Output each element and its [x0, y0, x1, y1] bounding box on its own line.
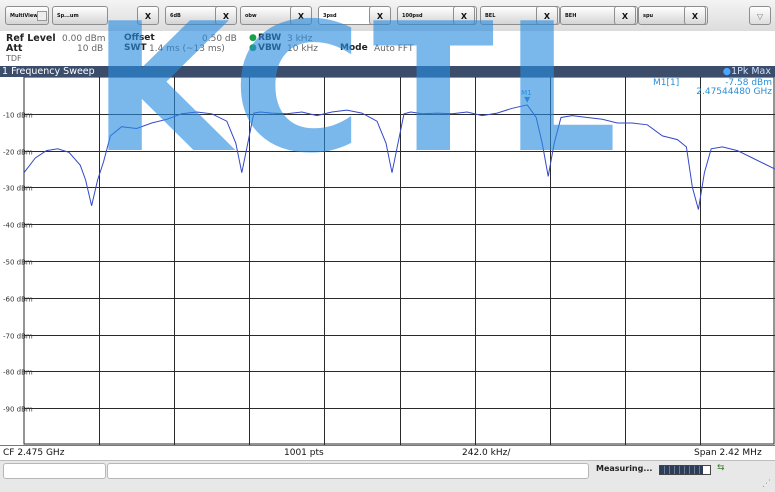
tdf-label: TDF: [6, 54, 22, 63]
tab-label: 100psd: [402, 13, 423, 19]
marker-label: M1: [521, 89, 532, 97]
rbw-value: 3 kHz: [287, 34, 313, 44]
ref-level-label: Ref Level: [6, 33, 56, 44]
measuring-status: Measuring...: [596, 464, 653, 473]
y-tick-label: -10 dBm: [3, 112, 33, 120]
tab-label: BEL: [485, 13, 496, 19]
swt-label: SWT: [124, 43, 147, 53]
plot-frame: [23, 76, 775, 445]
y-tick-label: -70 dBm: [3, 333, 33, 341]
sweep-progress-bar: [659, 465, 711, 475]
y-tick-label: -80 dBm: [3, 369, 33, 377]
tab-close-button[interactable]: X: [614, 6, 636, 25]
tab-close-button[interactable]: X: [369, 6, 391, 25]
tab-label: BEH: [565, 13, 577, 19]
tab-close-button[interactable]: X: [290, 6, 312, 25]
sweep-points: 1001 pts: [284, 448, 324, 458]
ref-level-value: 0.00 dBm: [62, 34, 106, 44]
tab-spectrum[interactable]: Sp...um: [52, 6, 108, 25]
offset-value: 0.50 dB: [202, 34, 237, 44]
trace-line: [23, 104, 775, 210]
vbw-value: 10 kHz: [287, 44, 319, 54]
tab-obw[interactable]: obw: [240, 6, 296, 25]
y-tick-label: -30 dBm: [3, 185, 33, 193]
marker-level: -7.58 dBm: [725, 78, 772, 88]
rbw-coupling-icon: ●: [249, 33, 257, 43]
status-field-left: [3, 463, 106, 479]
network-icon: ⇆: [717, 463, 725, 473]
tab-label: 3psd: [323, 13, 337, 19]
tab-close-button[interactable]: X: [536, 6, 558, 25]
vbw-label: VBW: [258, 43, 282, 53]
offset-label: Offset: [124, 33, 155, 43]
swt-value: 1.4 ms (~13 ms): [149, 44, 225, 54]
tab-close-button[interactable]: X: [453, 6, 475, 25]
status-field-message: [107, 463, 589, 479]
tab-label: obw: [245, 13, 257, 19]
spectrum-plot[interactable]: -10 dBm -20 dBm -30 dBm -40 dBm -50 dBm -60 d…: [0, 76, 775, 445]
tab-3psd[interactable]: 3psd: [318, 6, 374, 25]
tab-close-button[interactable]: X: [137, 6, 159, 25]
tab-menu-button[interactable]: ▽: [749, 6, 771, 25]
vbw-coupling-icon: ●: [249, 43, 257, 53]
marker-triangle: [524, 96, 531, 103]
trace-dot-icon: ●: [722, 66, 732, 77]
tab-6db[interactable]: 6dB: [165, 6, 221, 25]
settings-panel: Ref Level 0.00 dBm Offset 0.50 dB ● RBW …: [0, 31, 775, 66]
sweep-header: 1 Frequency Sweep ●1Pk Max: [0, 66, 775, 77]
att-value: 10 dB: [77, 44, 104, 54]
rbw-label: RBW: [258, 33, 282, 43]
multiview-grid-icon: [37, 11, 47, 21]
tab-label: 6dB: [170, 13, 181, 19]
tab-bar: MultiView Sp...um X 6dB X obw X 3psd X 1…: [0, 0, 775, 32]
status-bar: Measuring... ⇆ ⋰: [0, 460, 775, 492]
y-tick-label: -60 dBm: [3, 296, 33, 304]
spectrum-display[interactable]: -10 dBm -20 dBm -30 dBm -40 dBm -50 dBm -60 d…: [0, 76, 775, 445]
marker-frequency: 2.47544480 GHz: [696, 87, 772, 97]
y-tick-label: -50 dBm: [3, 259, 33, 267]
sweep-title: 1 Frequency Sweep: [2, 66, 95, 77]
tab-label: spu: [643, 13, 654, 19]
plot-footer: CF 2.475 GHz 1001 pts 242.0 kHz/ Span 2.…: [0, 445, 775, 461]
y-tick-label: -20 dBm: [3, 149, 33, 157]
center-frequency: CF 2.475 GHz: [3, 448, 65, 458]
trace-indicator: ●1Pk Max: [723, 66, 771, 77]
tab-label: Sp...um: [57, 13, 79, 19]
frequency-per-division: 242.0 kHz/: [462, 448, 511, 458]
resize-grip-icon[interactable]: ⋰: [762, 479, 771, 489]
mode-label: Mode: [340, 43, 368, 53]
mode-value: Auto FFT: [374, 44, 414, 54]
progress-fill: [660, 466, 703, 474]
marker-readout-label: M1[1]: [653, 78, 680, 88]
tab-close-button[interactable]: X: [215, 6, 237, 25]
y-tick-label: -40 dBm: [3, 222, 33, 230]
trace-label: 1Pk Max: [731, 66, 771, 77]
tab-label: MultiView: [10, 13, 38, 19]
att-label: Att: [6, 43, 23, 54]
y-tick-label: -90 dBm: [3, 406, 33, 414]
tab-close-button[interactable]: X: [684, 6, 706, 25]
span-value: Span 2.42 MHz: [694, 448, 762, 458]
